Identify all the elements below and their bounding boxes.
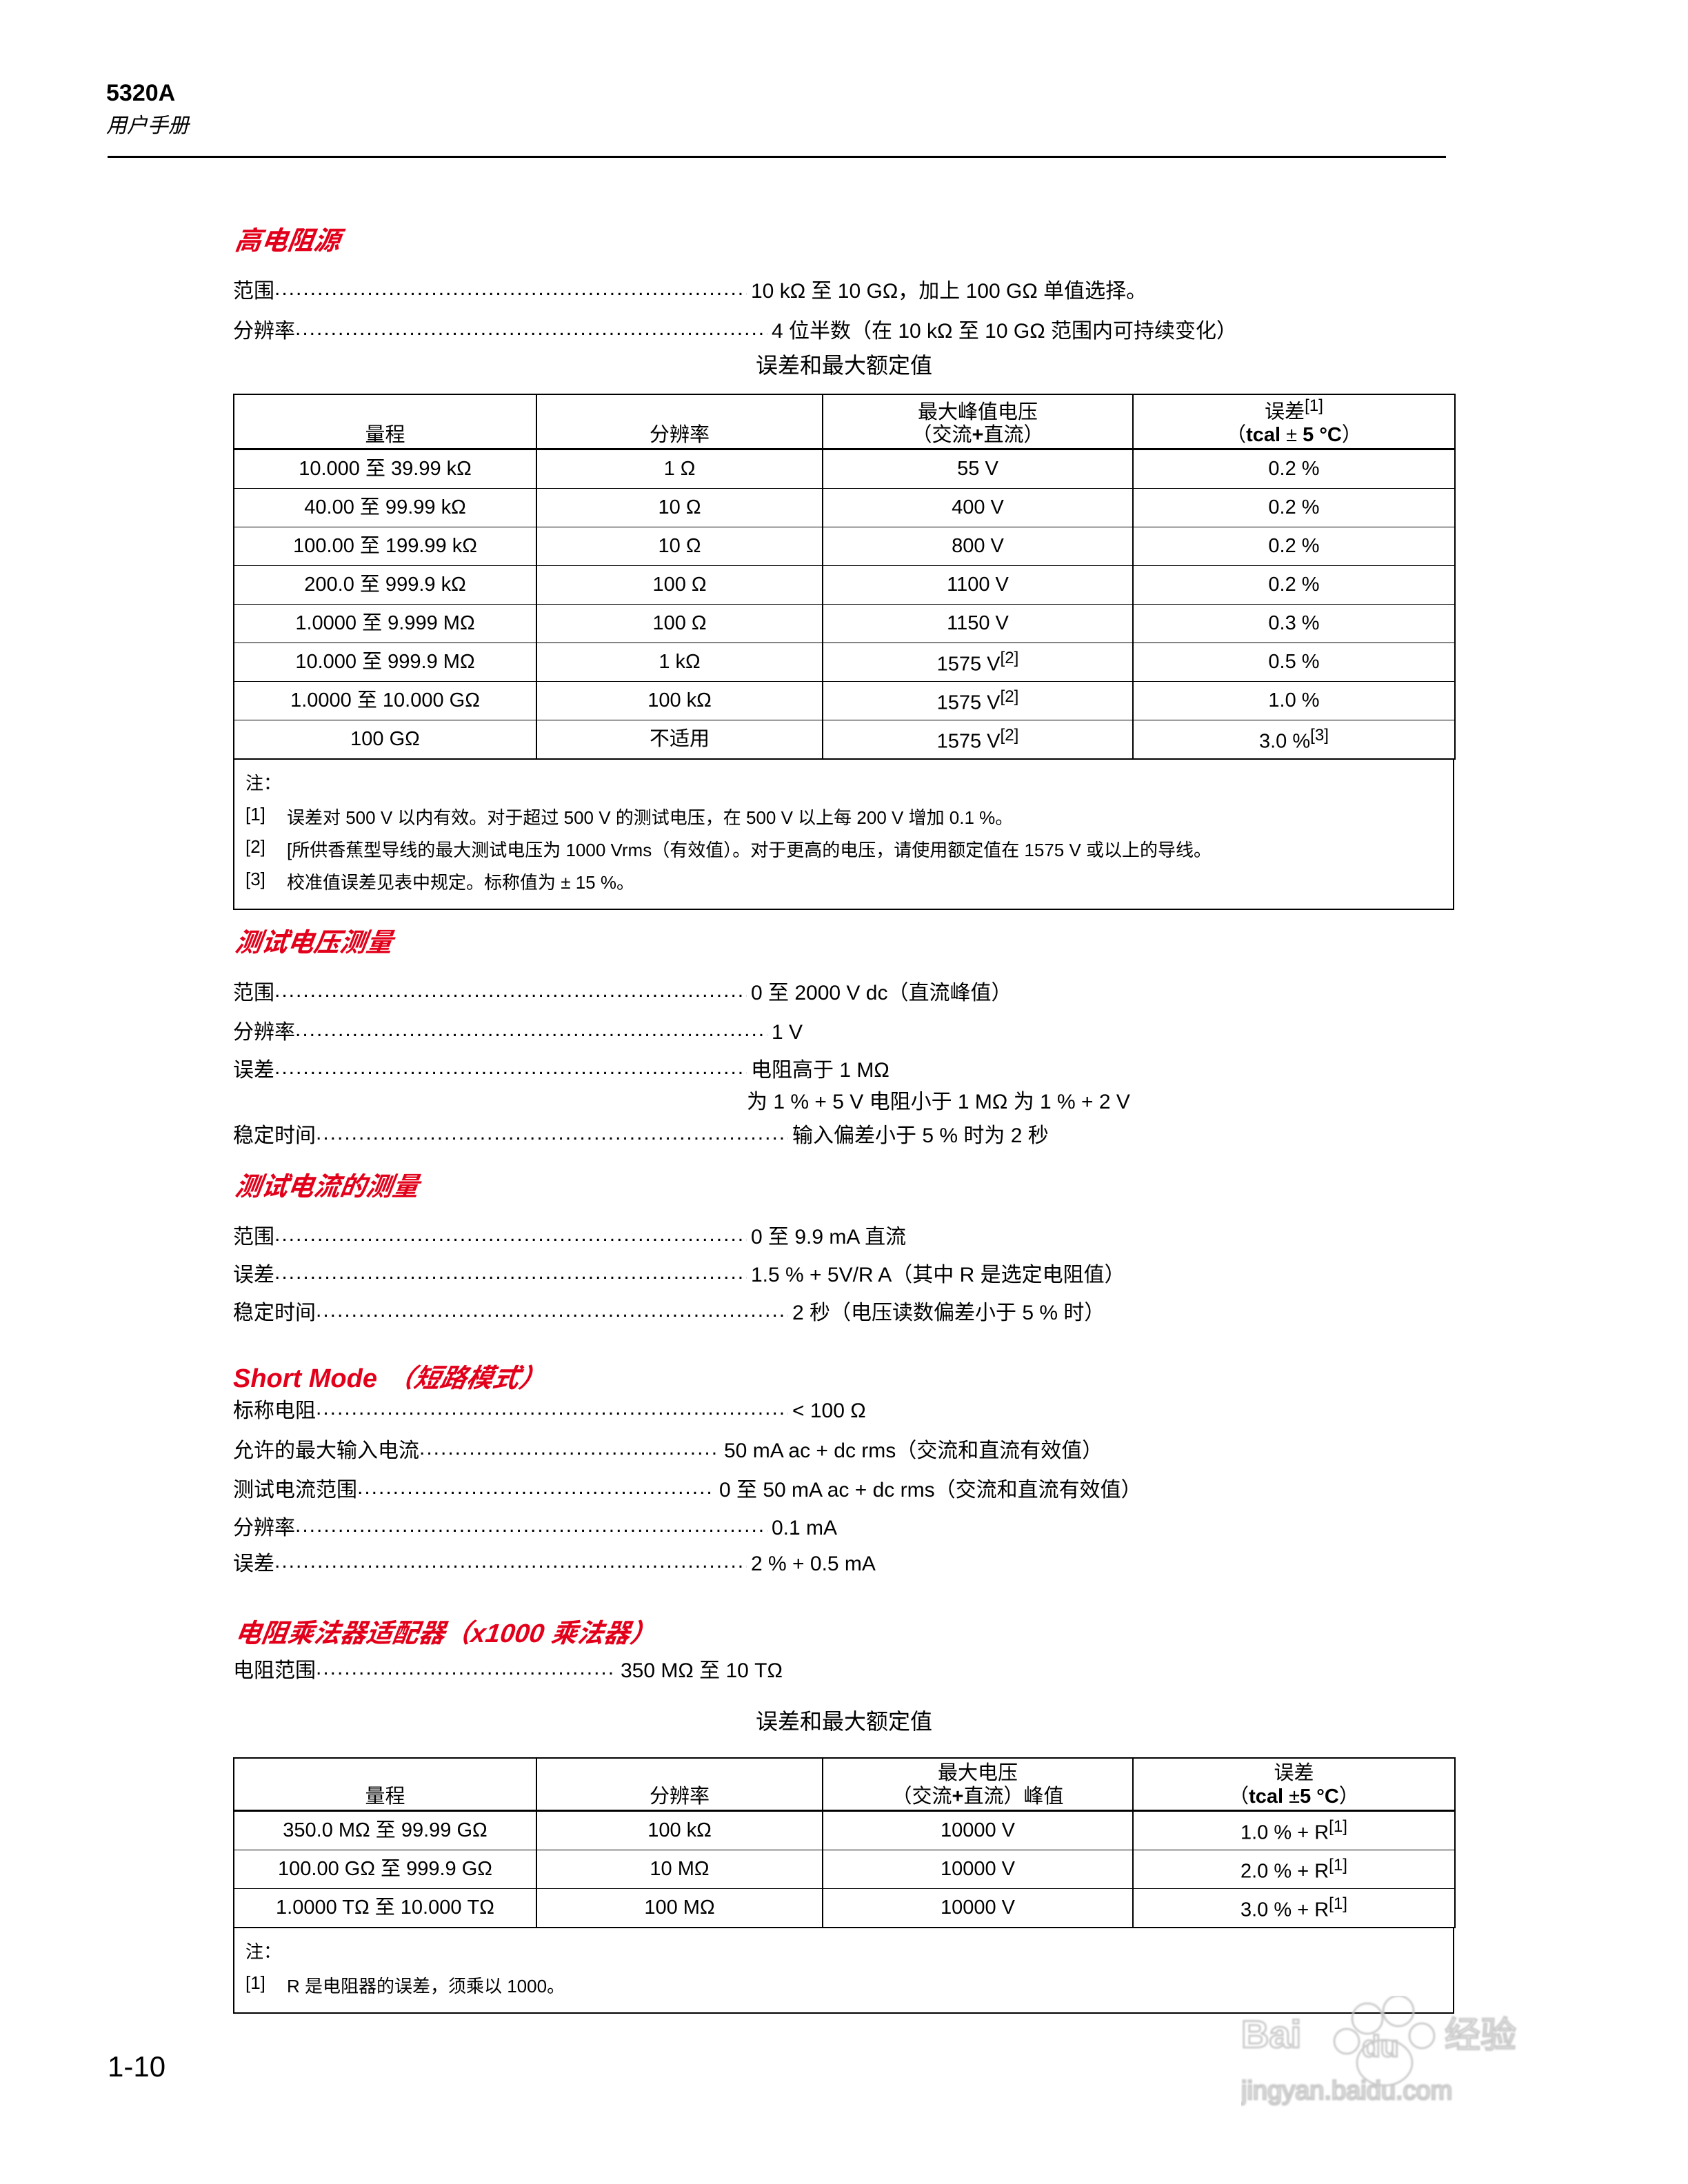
svg-text:jingyan.baidu.com: jingyan.baidu.com xyxy=(1241,2076,1452,2105)
svg-text:经验: 经验 xyxy=(1445,2006,1516,2058)
svg-text:Bai: Bai xyxy=(1241,2012,1301,2056)
svg-text:du: du xyxy=(1362,2030,1399,2063)
